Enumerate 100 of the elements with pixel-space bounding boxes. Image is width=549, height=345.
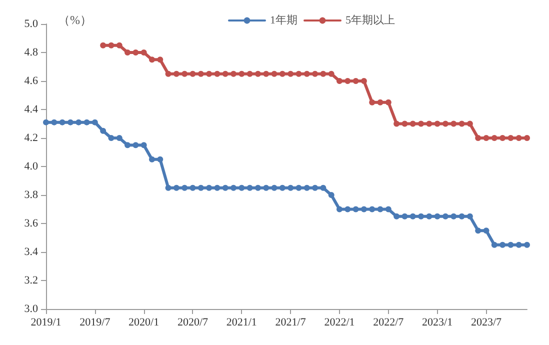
point	[320, 184, 326, 191]
point	[369, 99, 376, 106]
point	[254, 184, 261, 191]
legend-label: 5年期以上	[346, 14, 395, 26]
point	[230, 70, 237, 77]
point	[402, 120, 408, 127]
point	[508, 135, 514, 141]
point	[124, 50, 131, 56]
point	[116, 135, 122, 141]
point	[288, 184, 294, 191]
point	[279, 70, 286, 77]
point	[377, 206, 384, 212]
point	[442, 213, 448, 220]
point	[524, 242, 530, 248]
y-tick-label: 4.4	[24, 104, 38, 116]
point	[377, 99, 384, 106]
point	[450, 213, 457, 220]
point	[466, 120, 473, 127]
point	[410, 120, 416, 127]
point	[214, 184, 220, 191]
point	[132, 142, 139, 148]
x-tick-label: 2019/1	[30, 316, 62, 328]
point	[230, 184, 237, 191]
x-tick-label: 2023/1	[422, 316, 453, 328]
point	[206, 184, 212, 191]
point	[67, 119, 74, 126]
point	[394, 120, 400, 127]
point	[182, 184, 188, 191]
point	[173, 184, 180, 191]
point	[43, 119, 49, 126]
point	[418, 213, 424, 220]
point	[190, 70, 196, 77]
point	[344, 78, 351, 84]
y-tick-label: 4.0	[24, 160, 38, 172]
point	[336, 78, 342, 84]
point	[320, 70, 326, 77]
point	[394, 213, 400, 220]
point	[148, 156, 155, 162]
point	[190, 184, 196, 191]
x-tick-label: 2021/1	[226, 316, 257, 328]
y-tick-label: 3.2	[24, 274, 38, 286]
point	[352, 78, 359, 84]
point	[100, 42, 106, 48]
point	[524, 135, 530, 141]
point	[173, 70, 180, 77]
point	[360, 78, 367, 84]
x-tick-label: 2020/7	[177, 316, 209, 328]
point	[304, 184, 310, 191]
point	[165, 70, 172, 77]
point	[304, 70, 310, 77]
point	[92, 119, 98, 126]
point	[59, 119, 66, 126]
x-tick-label: 2023/7	[470, 316, 502, 328]
point	[328, 70, 334, 77]
point	[238, 70, 245, 77]
point	[360, 206, 367, 212]
point	[296, 184, 302, 191]
point	[108, 42, 114, 48]
point	[410, 213, 416, 220]
point	[198, 184, 204, 191]
point	[458, 213, 465, 220]
point	[132, 50, 139, 56]
point	[352, 206, 359, 212]
point	[116, 42, 122, 48]
point	[508, 242, 514, 248]
point	[279, 184, 286, 191]
point	[51, 119, 58, 126]
x-tick-label: 2019/7	[80, 316, 111, 328]
point	[466, 213, 473, 220]
y-tick-label: 3.4	[24, 246, 38, 258]
point	[157, 156, 164, 162]
x-tick-label: 2021/7	[275, 316, 306, 328]
point	[271, 70, 278, 77]
y-axis-title: （%）	[58, 13, 92, 27]
point	[238, 184, 245, 191]
point	[246, 70, 253, 77]
point	[198, 70, 204, 77]
y-tick-label: 4.6	[24, 75, 38, 87]
legend-label: 1年期	[270, 14, 298, 26]
point	[483, 228, 490, 234]
point	[214, 70, 220, 77]
point	[500, 135, 506, 141]
point	[157, 56, 164, 63]
x-tick-label: 2020/1	[128, 316, 160, 328]
point	[434, 120, 440, 127]
point	[434, 213, 440, 220]
point	[296, 70, 302, 77]
point	[475, 228, 482, 234]
y-tick-label: 5.0	[24, 18, 38, 30]
point	[385, 206, 392, 212]
point	[108, 135, 114, 141]
point	[222, 70, 228, 77]
x-tick-label: 2022/1	[324, 316, 355, 328]
point	[491, 135, 498, 141]
x-tick-label: 2022/7	[373, 316, 404, 328]
point	[100, 128, 106, 134]
point	[491, 242, 498, 248]
point	[475, 135, 482, 141]
point	[442, 120, 448, 127]
point	[76, 119, 82, 126]
